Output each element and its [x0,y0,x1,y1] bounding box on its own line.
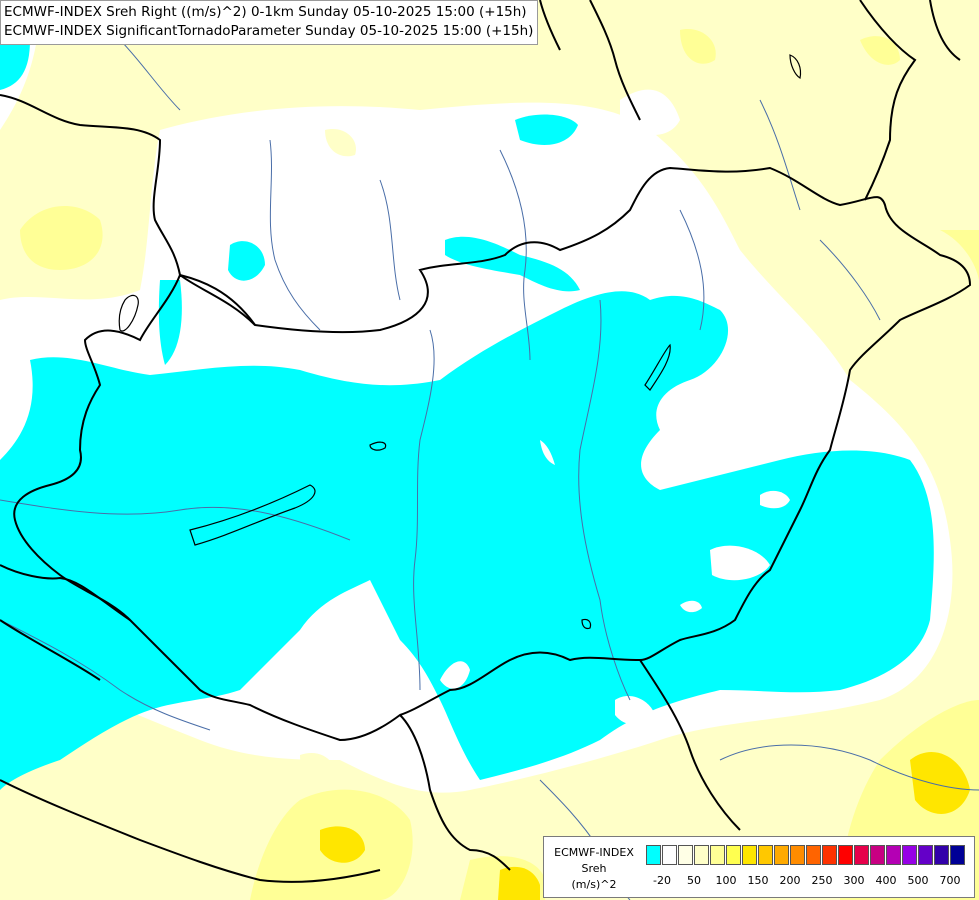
legend-source: ECMWF-INDEX [554,846,634,859]
legend-swatch [774,845,789,865]
lakes [118,54,802,630]
white-holes [440,440,790,725]
yellow-shading [20,29,979,900]
legend-swatch [838,845,853,865]
legend-swatch [902,845,917,865]
legend: ECMWF-INDEX Sreh (m/s)^2 -20 50 100 150 200 2… [543,836,975,898]
legend-swatch [870,845,885,865]
map-title-box: ECMWF-INDEX Sreh Right ((m/s)^2) 0-1km S… [0,0,539,45]
legend-swatch [886,845,901,865]
legend-tick: 250 [811,874,833,887]
legend-tick: 500 [907,874,929,887]
cyan-shading [0,40,934,790]
legend-swatch [854,845,869,865]
title-line-2: ECMWF-INDEX SignificantTornadoParameter … [4,23,534,39]
legend-tick: 700 [939,874,961,887]
legend-swatch [678,845,693,865]
rivers [0,39,979,900]
title-line-1: ECMWF-INDEX Sreh Right ((m/s)^2) 0-1km S… [4,4,527,20]
pale-spots [200,129,356,811]
legend-tick: -20 [653,874,671,887]
legend-swatch [726,845,741,865]
legend-swatch [790,845,805,865]
legend-swatch [934,845,949,865]
legend-unit: (m/s)^2 [571,878,617,891]
legend-swatch [694,845,709,865]
legend-tick: 100 [715,874,737,887]
legend-swatch [950,845,965,865]
country-borders [0,0,972,883]
legend-tick: 200 [779,874,801,887]
legend-swatch [646,845,661,865]
legend-tick: 300 [843,874,865,887]
legend-swatch [822,845,837,865]
legend-tick: 50 [687,874,701,887]
legend-tick: 150 [747,874,769,887]
legend-swatch [758,845,773,865]
legend-parameter: Sreh [581,862,607,875]
legend-swatch [662,845,677,865]
legend-tick: 400 [875,874,897,887]
legend-swatch [710,845,725,865]
legend-swatch [806,845,821,865]
legend-swatch [918,845,933,865]
legend-swatch [742,845,757,865]
